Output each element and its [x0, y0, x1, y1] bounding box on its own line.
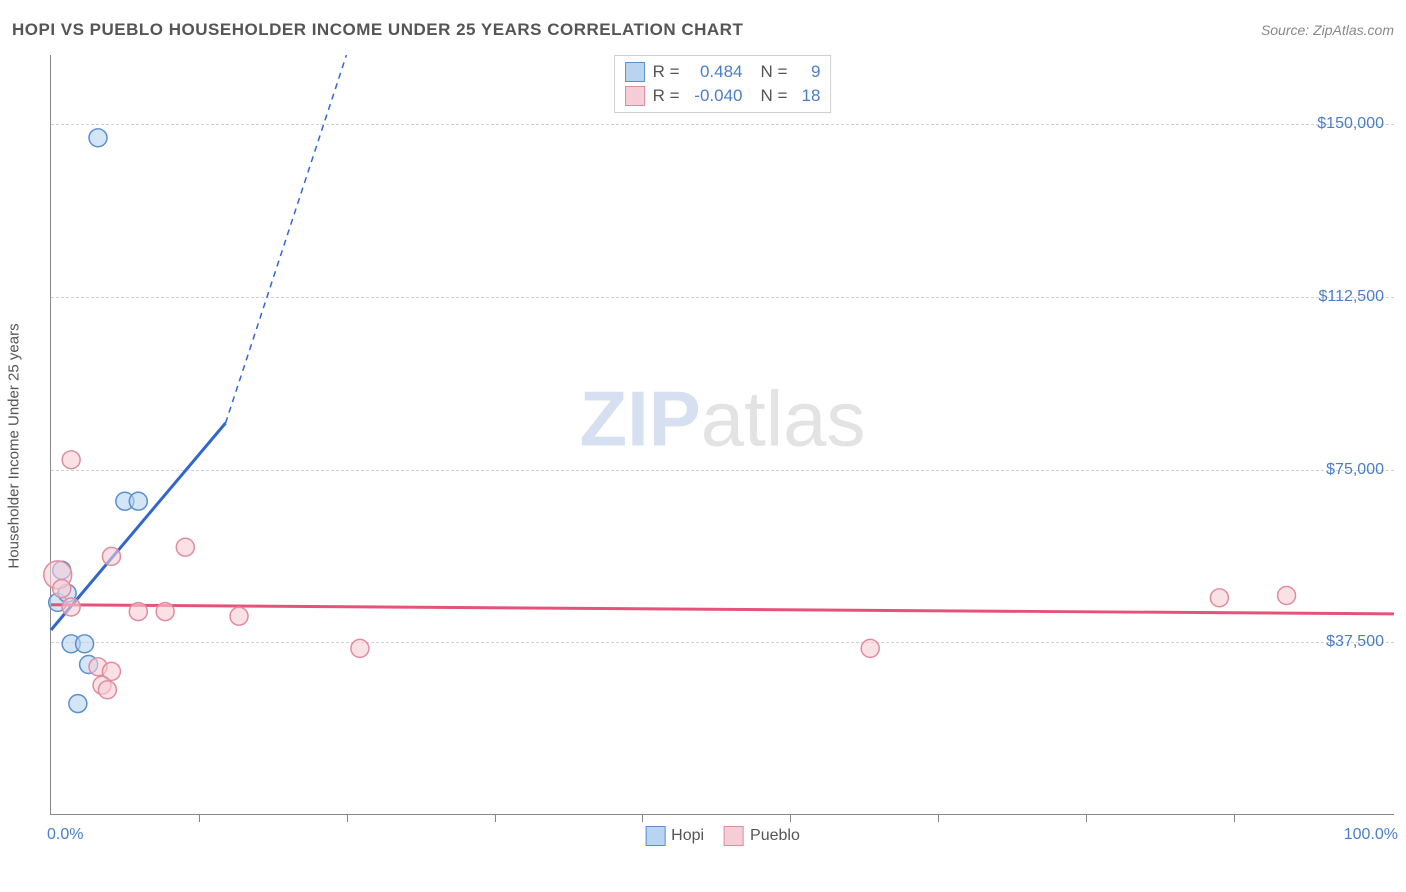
source-attribution: Source: ZipAtlas.com [1261, 22, 1394, 38]
x-tick [495, 814, 496, 822]
trend-line-dashed-hopi [226, 55, 347, 423]
x-tick [790, 814, 791, 822]
x-axis-label-left: 0.0% [47, 826, 83, 844]
legend-swatch [625, 62, 645, 82]
data-point-pueblo [351, 639, 369, 657]
legend-top-row: R = 0.484 N = 9 [625, 60, 821, 84]
data-point-pueblo [62, 451, 80, 469]
legend-label: Pueblo [750, 827, 800, 845]
data-point-hopi [129, 492, 147, 510]
legend-r-label: R = [653, 86, 680, 106]
data-point-hopi [89, 129, 107, 147]
legend-top: R = 0.484 N = 9 R = -0.040 N = 18 [614, 55, 832, 113]
legend-n-label: N = [761, 62, 788, 82]
data-point-pueblo [1278, 587, 1296, 605]
chart-svg [51, 55, 1394, 814]
data-point-pueblo [98, 681, 116, 699]
chart-title: HOPI VS PUEBLO HOUSEHOLDER INCOME UNDER … [12, 20, 743, 40]
x-tick [347, 814, 348, 822]
data-point-pueblo [62, 598, 80, 616]
data-point-pueblo [176, 538, 194, 556]
data-point-hopi [69, 695, 87, 713]
legend-bottom-item: Hopi [645, 826, 704, 846]
legend-top-row: R = -0.040 N = 18 [625, 84, 821, 108]
data-point-pueblo [861, 639, 879, 657]
x-tick [1234, 814, 1235, 822]
data-point-hopi [76, 635, 94, 653]
header: HOPI VS PUEBLO HOUSEHOLDER INCOME UNDER … [12, 20, 1394, 40]
x-tick [1086, 814, 1087, 822]
legend-r-value: -0.040 [688, 86, 743, 106]
data-point-pueblo [129, 603, 147, 621]
legend-swatch [645, 826, 665, 846]
legend-n-label: N = [761, 86, 788, 106]
y-axis-label: Householder Income Under 25 years [6, 323, 23, 568]
chart-container: HOPI VS PUEBLO HOUSEHOLDER INCOME UNDER … [0, 0, 1406, 892]
trend-line-pueblo [51, 605, 1394, 614]
legend-n-value: 9 [795, 62, 820, 82]
legend-label: Hopi [671, 827, 704, 845]
data-point-pueblo [102, 547, 120, 565]
legend-swatch [625, 86, 645, 106]
legend-bottom: Hopi Pueblo [645, 826, 800, 846]
legend-r-label: R = [653, 62, 680, 82]
x-axis-label-right: 100.0% [1344, 826, 1398, 844]
legend-n-value: 18 [795, 86, 820, 106]
data-point-pueblo [156, 603, 174, 621]
x-tick [938, 814, 939, 822]
data-point-pueblo [1210, 589, 1228, 607]
legend-bottom-item: Pueblo [724, 826, 800, 846]
legend-swatch [724, 826, 744, 846]
x-tick [642, 814, 643, 822]
x-tick [199, 814, 200, 822]
data-point-pueblo [53, 580, 71, 598]
plot-area: ZIPatlas $37,500$75,000$112,500$150,000 … [50, 55, 1394, 815]
legend-r-value: 0.484 [688, 62, 743, 82]
data-point-pueblo [230, 607, 248, 625]
